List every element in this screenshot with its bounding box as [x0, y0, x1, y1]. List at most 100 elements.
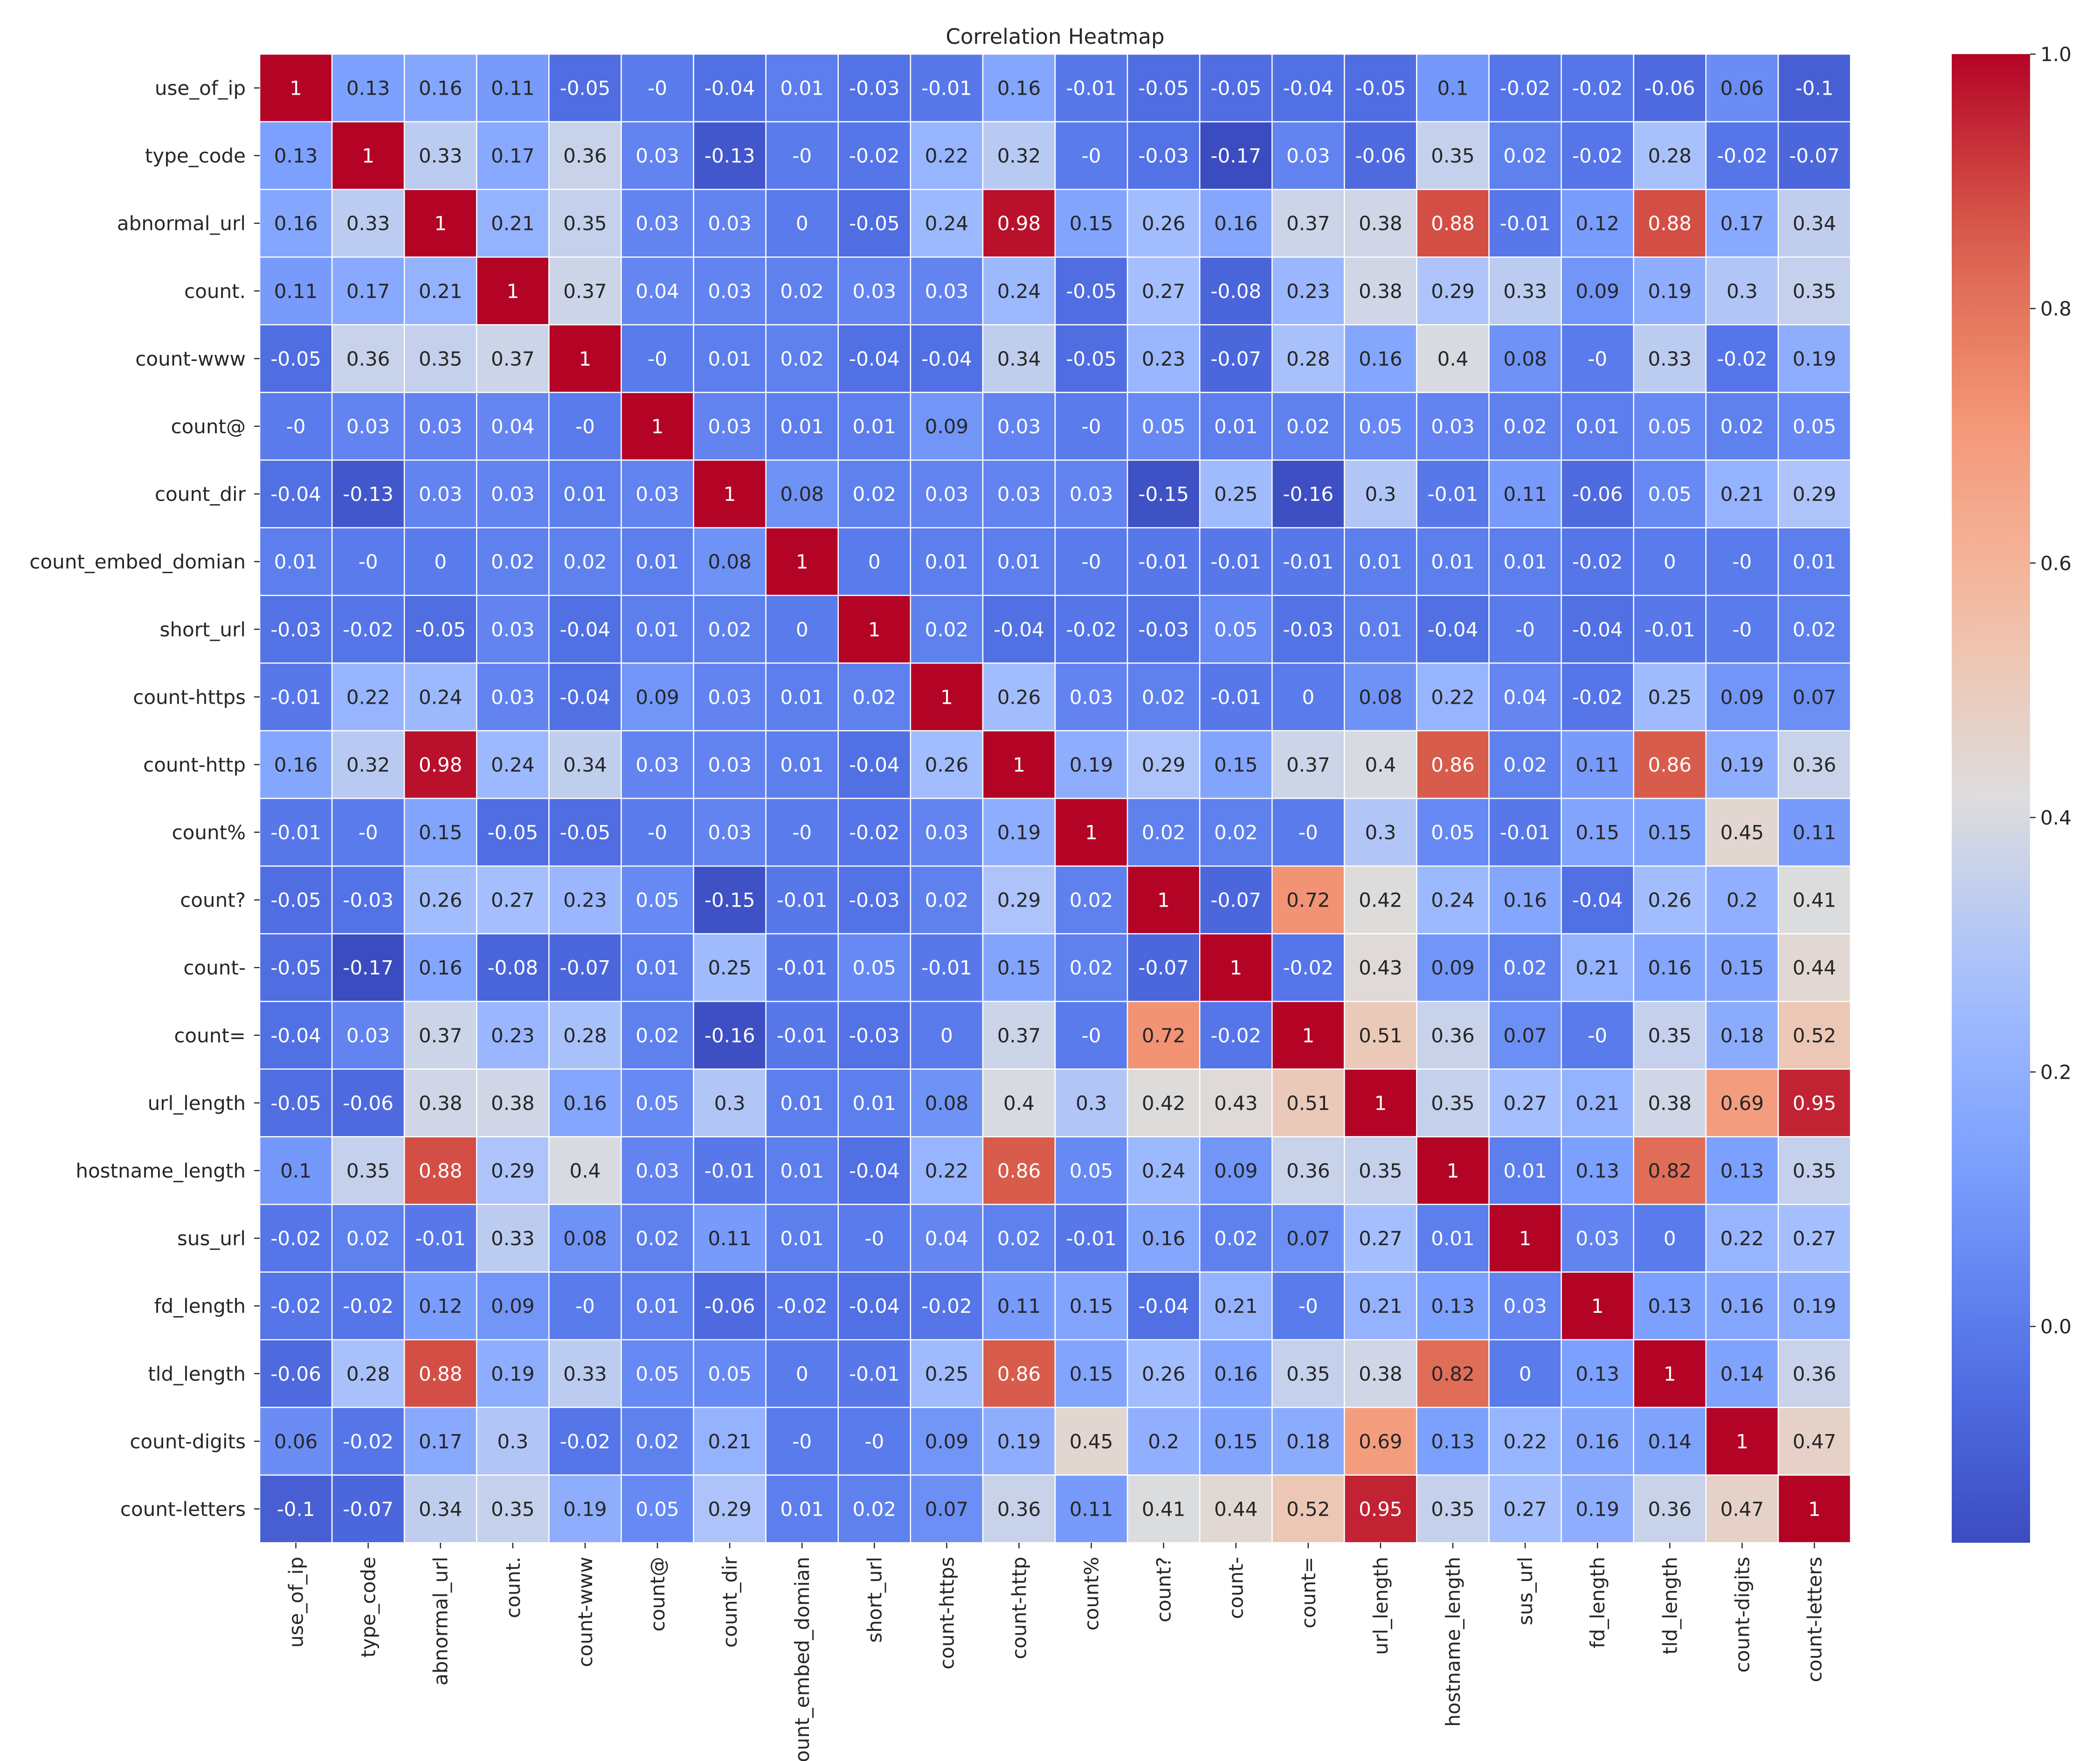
cell-value-label: 0.01 — [853, 415, 897, 438]
heatmap-cell — [1777, 1271, 1851, 1340]
heatmap-cell — [621, 53, 694, 123]
cell-value-label: -0.02 — [921, 1295, 972, 1317]
cell-value-label: 0.02 — [780, 347, 824, 370]
cell-value-label: -0.15 — [705, 889, 755, 912]
heatmap-cell — [837, 324, 912, 393]
cell-value-label: -0.07 — [1210, 347, 1261, 370]
cell-value-label: 0.19 — [1720, 753, 1764, 776]
heatmap-cell — [1777, 662, 1851, 732]
cell-value-label: 0.11 — [708, 1227, 752, 1250]
cell-value-label: 0.15 — [1214, 753, 1258, 776]
cell-value-label: 1 — [362, 145, 374, 167]
cell-value-label: 0.4 — [1003, 1092, 1035, 1115]
cell-value-label: 0.33 — [419, 145, 463, 167]
heatmap-cell — [403, 53, 477, 123]
heatmap-cell — [1777, 257, 1851, 326]
cell-value-label: 0.13 — [1575, 1159, 1619, 1182]
heatmap-cell — [982, 662, 1056, 732]
row-label: count% — [172, 821, 246, 844]
cell-value-label: 0.3 — [1365, 483, 1396, 506]
heatmap-cell — [1199, 662, 1273, 732]
heatmap-cell — [476, 662, 550, 732]
cell-value-label: 0.36 — [1648, 1498, 1692, 1520]
cell-value-label: 0.01 — [636, 1295, 679, 1317]
heatmap-cell — [548, 730, 622, 799]
cell-value-label: 0.45 — [1070, 1430, 1113, 1453]
heatmap-cell — [765, 1407, 839, 1476]
cell-value-label: 0.03 — [1070, 483, 1113, 506]
cell-value-label: -0 — [648, 77, 667, 100]
heatmap-cell — [1488, 257, 1562, 326]
cell-value-label: 0.69 — [1720, 1092, 1764, 1115]
cell-value-label: 0.03 — [708, 280, 752, 303]
cell-value-label: -0 — [864, 1227, 884, 1250]
cell-value-label: 0 — [796, 618, 808, 641]
cell-value-label: -0.01 — [921, 77, 972, 100]
heatmap-cell — [1777, 1339, 1851, 1408]
heatmap-cell — [1344, 797, 1417, 867]
heatmap-cell — [910, 527, 984, 596]
heatmap-cell — [1777, 527, 1851, 596]
cell-value-label: -0.15 — [1138, 483, 1189, 506]
heatmap-cell — [1561, 1001, 1634, 1070]
cell-value-label: 0.36 — [346, 347, 390, 370]
cell-value-label: -0.1 — [277, 1498, 315, 1520]
heatmap-cell — [982, 1271, 1056, 1340]
heatmap-cell — [403, 121, 477, 190]
cell-value-label: 0.02 — [853, 1498, 897, 1520]
cell-value-label: 0.38 — [1359, 1362, 1402, 1385]
cell-value-label: 0.03 — [925, 483, 969, 506]
heatmap-cell — [1416, 1136, 1490, 1205]
cell-value-label: 0.88 — [1648, 212, 1692, 235]
cell-value-label: 0.17 — [1720, 212, 1764, 235]
cell-value-label: 0.29 — [708, 1498, 752, 1520]
cell-value-label: -0.02 — [343, 618, 394, 641]
heatmap-cell — [331, 595, 405, 664]
heatmap-cell — [1126, 392, 1201, 461]
heatmap-cell — [1705, 527, 1779, 596]
cell-value-label: -0.02 — [1572, 686, 1623, 708]
heatmap-cell — [1344, 392, 1417, 461]
cell-value-label: 0.11 — [1070, 1498, 1113, 1520]
cell-value-label: 0.03 — [419, 483, 463, 506]
cell-value-label: -0.02 — [1500, 77, 1551, 100]
cell-value-label: 0.37 — [1286, 212, 1330, 235]
cell-value-label: 0.29 — [1142, 753, 1186, 776]
heatmap-cell — [1777, 188, 1851, 258]
cell-value-label: 0.35 — [1431, 145, 1475, 167]
cell-value-label: 0.07 — [1286, 1227, 1330, 1250]
cell-value-label: -0.01 — [1644, 618, 1695, 641]
cell-value-label: 0.05 — [636, 1362, 679, 1385]
heatmap-cell — [1777, 53, 1851, 123]
heatmap-cell — [403, 527, 477, 596]
heatmap-cell — [1561, 797, 1634, 867]
colorbar-tick-label: 0.0 — [2040, 1315, 2072, 1338]
cell-value-label: 0.25 — [925, 1362, 969, 1385]
heatmap-cell — [1488, 1001, 1562, 1070]
cell-value-label: 0.19 — [563, 1498, 607, 1520]
cell-value-label: 0.05 — [1648, 415, 1692, 438]
cell-value-label: -0 — [1588, 1024, 1607, 1047]
heatmap-cell — [693, 1001, 767, 1070]
cell-value-label: 0.1 — [280, 1159, 311, 1182]
cell-value-label: 0.01 — [1214, 415, 1258, 438]
cell-value-label: 0.01 — [1503, 1159, 1547, 1182]
cell-value-label: -0.04 — [921, 347, 972, 370]
heatmap-cell — [1271, 459, 1345, 528]
cell-value-label: 0.23 — [563, 889, 607, 912]
heatmap-cell — [621, 392, 694, 461]
cell-value-label: 0.09 — [1214, 1159, 1258, 1182]
heatmap-cell — [259, 527, 333, 596]
row-label: short_url — [160, 618, 246, 641]
cell-value-label: 0.35 — [491, 1498, 535, 1520]
heatmap-cell — [259, 121, 333, 190]
column-labels: use_of_ip type_code abnormal_url count. coun… — [285, 1543, 1826, 1761]
heatmap-cell — [765, 865, 839, 935]
cell-value-label: -0 — [648, 347, 667, 370]
cell-value-label: 1 — [579, 347, 592, 370]
heatmap-cell — [1344, 730, 1417, 799]
cell-value-label: 0.45 — [1720, 821, 1764, 844]
cell-value-label: 0.98 — [419, 753, 463, 776]
heatmap-cell — [1271, 121, 1345, 190]
colorbar-tick-label: 1.0 — [2040, 43, 2072, 66]
